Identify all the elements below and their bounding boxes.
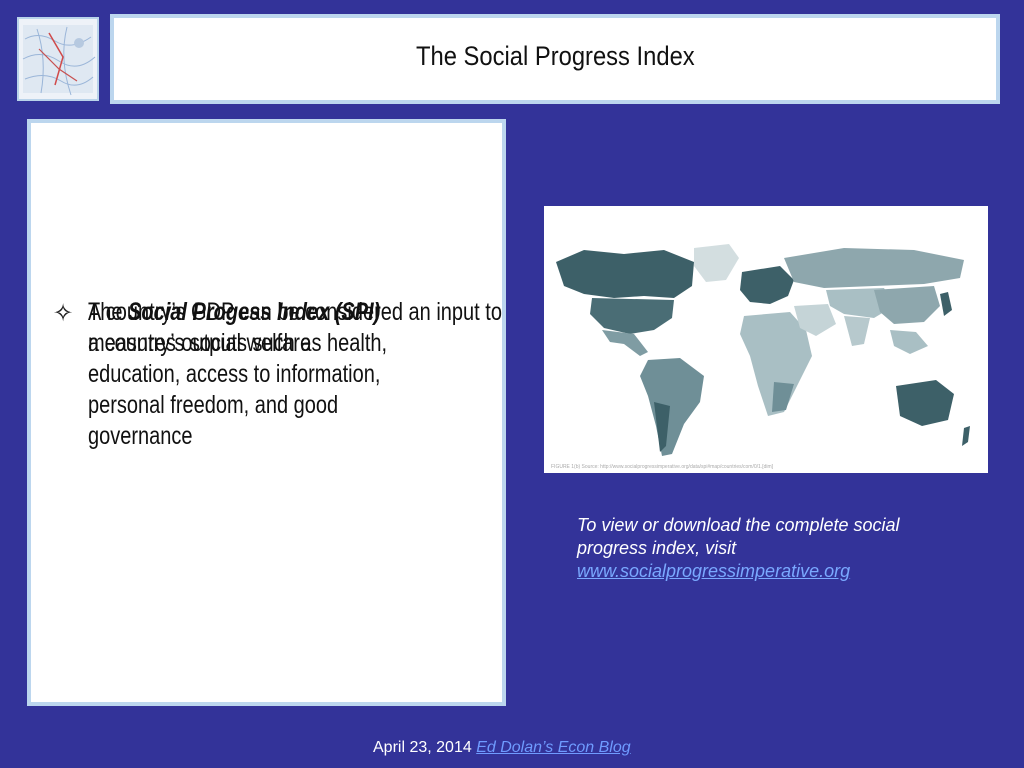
bullet-item-spi: ✧ The Social Progess Index (SPI) measure… — [53, 297, 503, 452]
bullet-text-spi: The Social Progess Index (SPI) measures … — [88, 297, 448, 452]
bullet-prefix: The — [88, 298, 129, 326]
download-note-text: To view or download the complete social … — [577, 515, 900, 558]
title-box: The Social Progress Index — [110, 14, 1000, 104]
page-title: The Social Progress Index — [415, 40, 695, 71]
world-map-icon: FIGURE 1(b) Source: http://www.socialpro… — [544, 206, 988, 473]
spi-website-link[interactable]: www.socialprogressimperative.org — [577, 561, 851, 581]
bullet-text-gdp: A country’s GDP can be considered an inp… — [88, 298, 502, 357]
content-panel: ✧ A country’s GDP can be considered an i… — [27, 119, 506, 706]
footer: April 23, 2014 Ed Dolan’s Econ Blog — [373, 739, 631, 757]
map-caption: FIGURE 1(b) Source: http://www.socialpro… — [551, 464, 774, 470]
footer-date: April 23, 2014 — [373, 739, 472, 756]
spi-emphasis: Social Progess Index (SPI) — [128, 298, 381, 326]
bullet-suffix: measures outputs such as health, educati… — [88, 329, 388, 450]
globe-map-logo-icon — [19, 19, 97, 99]
blog-logo — [17, 17, 99, 101]
bullet-list: ✧ A country’s GDP can be considered an i… — [53, 297, 503, 452]
four-point-star-icon: ✧ — [53, 300, 74, 327]
four-point-star-icon: ✧ — [53, 300, 74, 327]
world-map-image: FIGURE 1(b) Source: http://www.socialpro… — [544, 206, 988, 473]
blog-link[interactable]: Ed Dolan’s Econ Blog — [476, 739, 631, 756]
download-note: To view or download the complete social … — [577, 514, 957, 583]
bullet-item-gdp: ✧ A country’s GDP can be considered an i… — [53, 297, 503, 359]
